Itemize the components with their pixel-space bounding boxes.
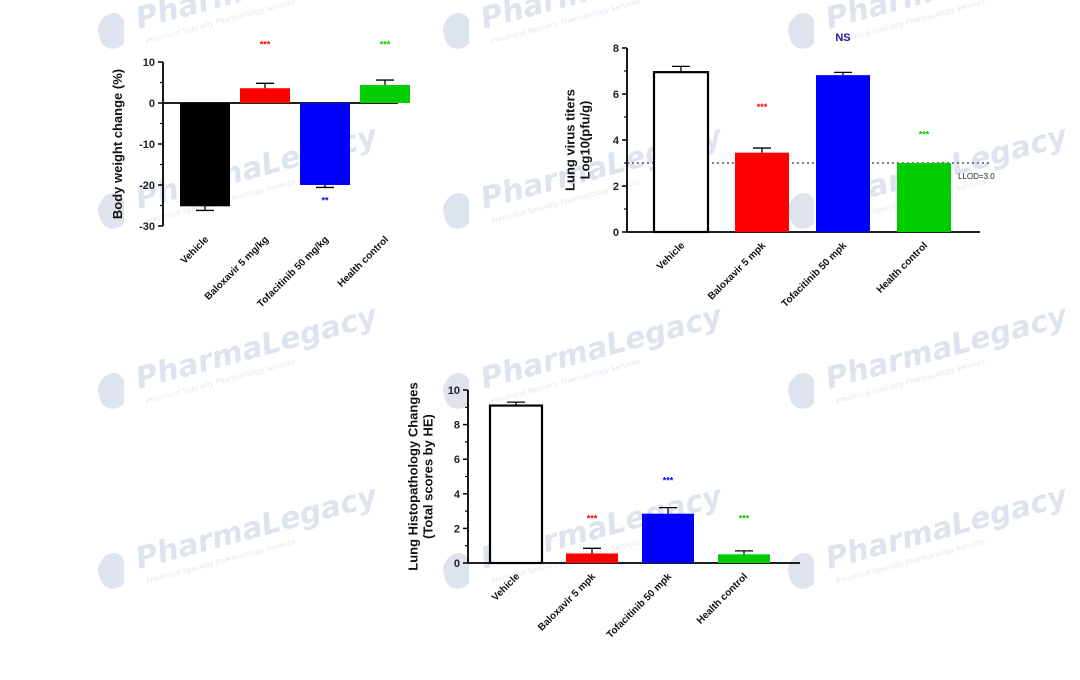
watermark-logo-icon: [787, 373, 815, 409]
bar: [240, 88, 290, 103]
significance-marker: ***: [380, 40, 391, 50]
y-tick-label: 6: [454, 454, 460, 466]
lung-virus-titers-chart: 0 2 4 6 8 LLOD=3.0 Vehicle Baloxavir 5 mpk Tofac…: [563, 32, 996, 310]
watermark-logo-icon: [442, 373, 470, 409]
watermark-logo-icon: [97, 193, 125, 229]
significance-marker: ***: [757, 102, 768, 112]
watermark-brand: PharmaLegacy: [822, 298, 1072, 396]
y-tick-label: 4: [454, 489, 461, 501]
y-axis-label: Body weight change (%): [110, 69, 125, 219]
y-tick-label: 2: [454, 523, 460, 535]
y-axis-label: Lung virus titers: [563, 89, 578, 191]
bar: [735, 152, 789, 232]
watermark-logo-icon: [442, 193, 470, 229]
category-label: Tofacitinib 50 mpk: [605, 571, 675, 641]
y-tick-label: 0: [454, 558, 460, 570]
bar: [897, 163, 951, 232]
bar: [488, 404, 544, 565]
y-tick-label: 0: [613, 227, 619, 239]
watermark-logo-icon: [787, 553, 815, 589]
watermark-logo-icon: [97, 553, 125, 589]
watermark-logo-icon: [97, 373, 125, 409]
category-label: Health control: [336, 234, 391, 289]
significance-marker: ***: [739, 513, 750, 523]
y-axis-label: Log10(pfu/g): [578, 101, 593, 180]
y-tick-label: -30: [139, 221, 155, 233]
bar: [566, 553, 618, 563]
llod-label: LLOD=3.0: [958, 172, 995, 181]
category-label: Vehicle: [655, 240, 687, 272]
watermark-logo-icon: [442, 553, 470, 589]
y-axis-label: (Total scores by HE): [421, 414, 436, 539]
watermark-brand: PharmaLegacy: [477, 298, 727, 396]
watermark-brand: PharmaLegacy: [132, 298, 382, 396]
significance-marker: ***: [260, 40, 271, 50]
category-label: Vehicle: [179, 234, 211, 266]
bar: [300, 103, 350, 185]
bar: [816, 75, 870, 232]
y-tick-label: -10: [139, 139, 155, 151]
watermark-logo-icon: [787, 13, 815, 49]
y-tick-label: 8: [454, 420, 460, 432]
significance-marker: ***: [919, 130, 930, 140]
category-label: Baloxavir 5 mpk: [706, 240, 768, 302]
watermark-brand: PharmaLegacy: [132, 478, 382, 576]
bar: [360, 84, 410, 103]
category-label: Baloxavir 5 mg/kg: [203, 234, 271, 302]
bar: [652, 71, 710, 234]
y-tick-label: 10: [448, 385, 460, 397]
watermark-logo-icon: [787, 193, 815, 229]
category-label: Health control: [875, 240, 930, 295]
significance-marker: ***: [587, 513, 598, 523]
significance-marker: ***: [663, 475, 674, 485]
y-tick-label: -20: [139, 180, 155, 192]
y-tick-label: 0: [149, 98, 155, 110]
bar: [642, 513, 694, 563]
watermark-logo-icon: [97, 13, 125, 49]
y-tick-label: 10: [143, 57, 155, 69]
y-axis-label: Lung Histopathology Changes: [406, 382, 421, 571]
category-label: Baloxavir 5 mpk: [536, 571, 598, 633]
category-label: Tofacitinib 50 mpk: [780, 240, 850, 310]
category-label: Health control: [695, 571, 750, 626]
watermark-logo-icon: [442, 13, 470, 49]
y-tick-label: 4: [613, 135, 620, 147]
y-tick-label: 2: [613, 181, 619, 193]
y-tick-label: 8: [613, 43, 619, 55]
watermark-brand: PharmaLegacy: [822, 478, 1072, 576]
significance-marker: NS: [835, 32, 850, 44]
y-tick-label: 6: [613, 89, 619, 101]
bar: [180, 103, 230, 207]
bar: [718, 554, 770, 563]
significance-marker: **: [321, 195, 329, 205]
